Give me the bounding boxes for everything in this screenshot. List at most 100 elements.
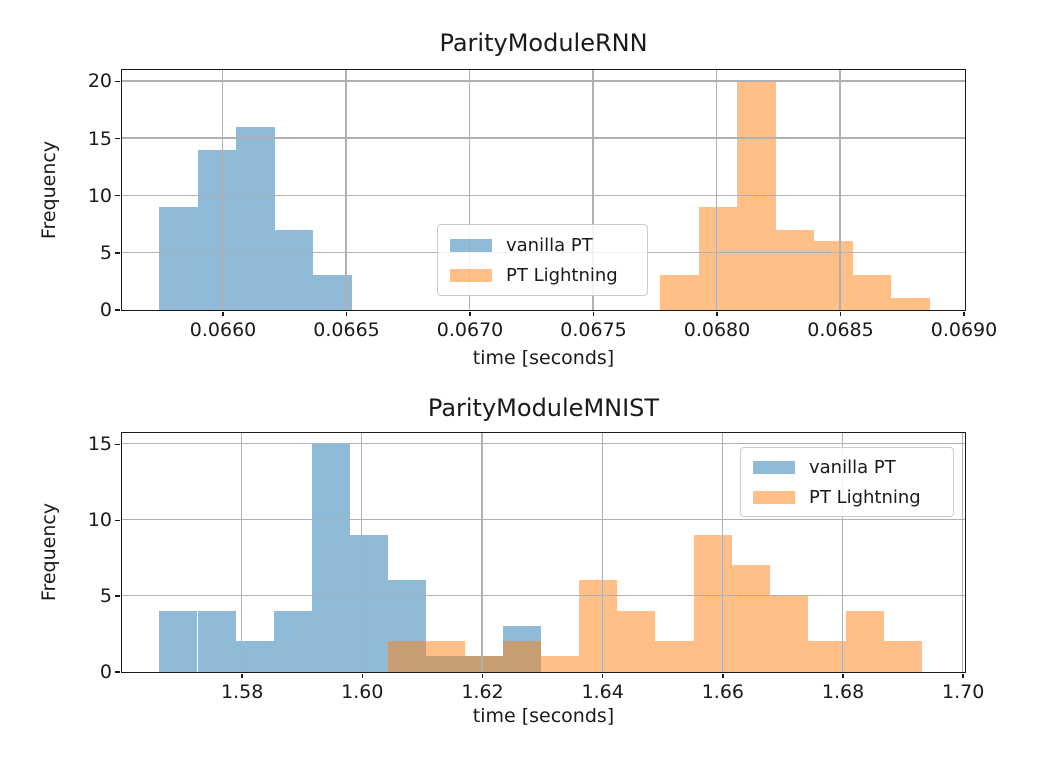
x-gridline bbox=[601, 432, 603, 672]
legend-swatch-pt-lightning bbox=[450, 268, 492, 282]
x-gridline bbox=[721, 432, 723, 672]
y-tick-mark bbox=[114, 80, 120, 83]
legend-rnn: vanilla PT PT Lightning bbox=[437, 224, 648, 296]
x-axis-label-rnn: time [seconds] bbox=[472, 347, 615, 369]
hist-bar-pt-lightning bbox=[426, 641, 465, 672]
y-tick-label: 5 bbox=[99, 585, 112, 608]
legend-item-pt-lightning: PT Lightning bbox=[753, 487, 941, 508]
legend-mnist: vanilla PT PT Lightning bbox=[740, 447, 954, 517]
legend-swatch-vanilla-pt bbox=[450, 238, 492, 252]
x-gridline bbox=[345, 69, 347, 310]
y-axis-label-mnist: Frequency bbox=[38, 502, 60, 602]
hist-bar-vanilla-pt bbox=[236, 126, 275, 310]
x-tick-label: 0.0690 bbox=[930, 319, 998, 341]
y-tick-mark bbox=[114, 137, 120, 140]
hist-bar-pt-lightning bbox=[846, 610, 885, 672]
hist-bar-vanilla-pt bbox=[197, 149, 237, 310]
x-tick-mark bbox=[241, 673, 243, 678]
chart-title-rnn: ParityModuleRNN bbox=[439, 29, 648, 57]
hist-bar-pt-lightning bbox=[693, 534, 732, 672]
y-gridline bbox=[121, 519, 965, 521]
x-tick-mark bbox=[839, 311, 842, 316]
legend-label-pt-lightning: PT Lightning bbox=[506, 264, 618, 286]
y-gridline bbox=[121, 194, 965, 196]
y-tick-label: 0 bbox=[99, 661, 112, 683]
y-tick-label: 15 bbox=[87, 433, 112, 456]
y-tick-mark bbox=[114, 671, 120, 673]
y-tick-label: 20 bbox=[87, 70, 112, 93]
legend-swatch-pt-lightning bbox=[753, 490, 795, 504]
hist-bar-pt-lightning bbox=[884, 641, 923, 672]
legend-item-pt-lightning: PT Lightning bbox=[450, 265, 635, 286]
legend-item-vanilla-pt: vanilla PT bbox=[753, 457, 941, 478]
hist-bar-vanilla-pt bbox=[273, 610, 312, 672]
x-gridline bbox=[715, 69, 718, 310]
y-gridline bbox=[121, 137, 965, 139]
x-tick-label: 1.70 bbox=[942, 681, 985, 703]
hist-bar-pt-lightning bbox=[464, 656, 503, 672]
x-tick-label: 0.0670 bbox=[436, 319, 504, 341]
y-tick-label: 0 bbox=[99, 299, 112, 321]
x-tick-label: 0.0660 bbox=[189, 319, 257, 341]
hist-bar-pt-lightning bbox=[698, 206, 738, 310]
x-tick-mark bbox=[361, 673, 364, 678]
hist-bar-vanilla-pt bbox=[159, 610, 198, 672]
x-tick-mark bbox=[592, 311, 595, 316]
y-gridline bbox=[121, 443, 965, 445]
hist-bar-pt-lightning bbox=[807, 641, 847, 672]
y-tick-label: 5 bbox=[99, 241, 112, 264]
hist-bar-vanilla-pt bbox=[350, 534, 389, 672]
x-gridline bbox=[468, 69, 471, 310]
x-tick-label: 0.0685 bbox=[807, 319, 874, 341]
x-gridline bbox=[962, 432, 964, 672]
x-tick-label: 1.64 bbox=[581, 681, 624, 703]
hist-bar-pt-lightning bbox=[731, 565, 770, 672]
hist-bar-pt-lightning bbox=[617, 610, 656, 672]
y-axis-label-rnn: Frequency bbox=[38, 140, 60, 240]
x-tick-label: 0.0675 bbox=[560, 319, 627, 341]
x-tick-mark bbox=[481, 673, 484, 678]
y-tick-label: 10 bbox=[87, 184, 112, 207]
x-tick-mark bbox=[222, 311, 224, 316]
x-tick-label: 1.60 bbox=[341, 681, 384, 703]
x-gridline bbox=[592, 69, 594, 310]
y-tick-mark bbox=[114, 519, 120, 521]
legend-label-vanilla-pt: vanilla PT bbox=[809, 456, 896, 478]
y-tick-label: 10 bbox=[87, 509, 112, 532]
y-tick-mark bbox=[114, 595, 120, 597]
y-gridline bbox=[121, 80, 965, 82]
x-tick-mark bbox=[963, 311, 965, 316]
y-tick-mark bbox=[114, 252, 120, 254]
chart-title-mnist: ParityModuleMNIST bbox=[427, 394, 660, 422]
x-axis-label-mnist: time [seconds] bbox=[472, 705, 615, 727]
y-tick-mark bbox=[114, 309, 120, 311]
x-tick-label: 1.62 bbox=[461, 681, 504, 703]
legend-label-vanilla-pt: vanilla PT bbox=[506, 234, 593, 256]
hist-bar-vanilla-pt bbox=[311, 443, 351, 672]
x-tick-label: 1.66 bbox=[701, 681, 744, 703]
x-gridline bbox=[361, 432, 363, 672]
legend-swatch-vanilla-pt bbox=[753, 460, 795, 474]
x-tick-label: 0.0665 bbox=[313, 319, 380, 341]
x-gridline bbox=[221, 69, 224, 310]
hist-bar-pt-lightning bbox=[891, 298, 930, 310]
x-gridline bbox=[841, 432, 844, 672]
hist-bar-pt-lightning bbox=[388, 641, 427, 672]
hist-bar-pt-lightning bbox=[540, 656, 580, 672]
x-tick-mark bbox=[962, 673, 964, 678]
x-gridline bbox=[241, 432, 243, 672]
x-tick-mark bbox=[601, 673, 604, 678]
y-tick-mark bbox=[114, 443, 120, 446]
y-gridline bbox=[121, 595, 965, 597]
y-tick-mark bbox=[114, 194, 120, 197]
x-tick-mark bbox=[722, 673, 724, 678]
x-gridline bbox=[481, 432, 483, 672]
hist-bar-pt-lightning bbox=[502, 641, 541, 672]
x-tick-mark bbox=[716, 311, 718, 316]
x-tick-mark bbox=[345, 311, 348, 316]
hist-bar-vanilla-pt bbox=[197, 610, 236, 672]
hist-bar-pt-lightning bbox=[769, 595, 808, 672]
x-tick-mark bbox=[469, 311, 471, 316]
hist-bar-pt-lightning bbox=[775, 229, 815, 310]
